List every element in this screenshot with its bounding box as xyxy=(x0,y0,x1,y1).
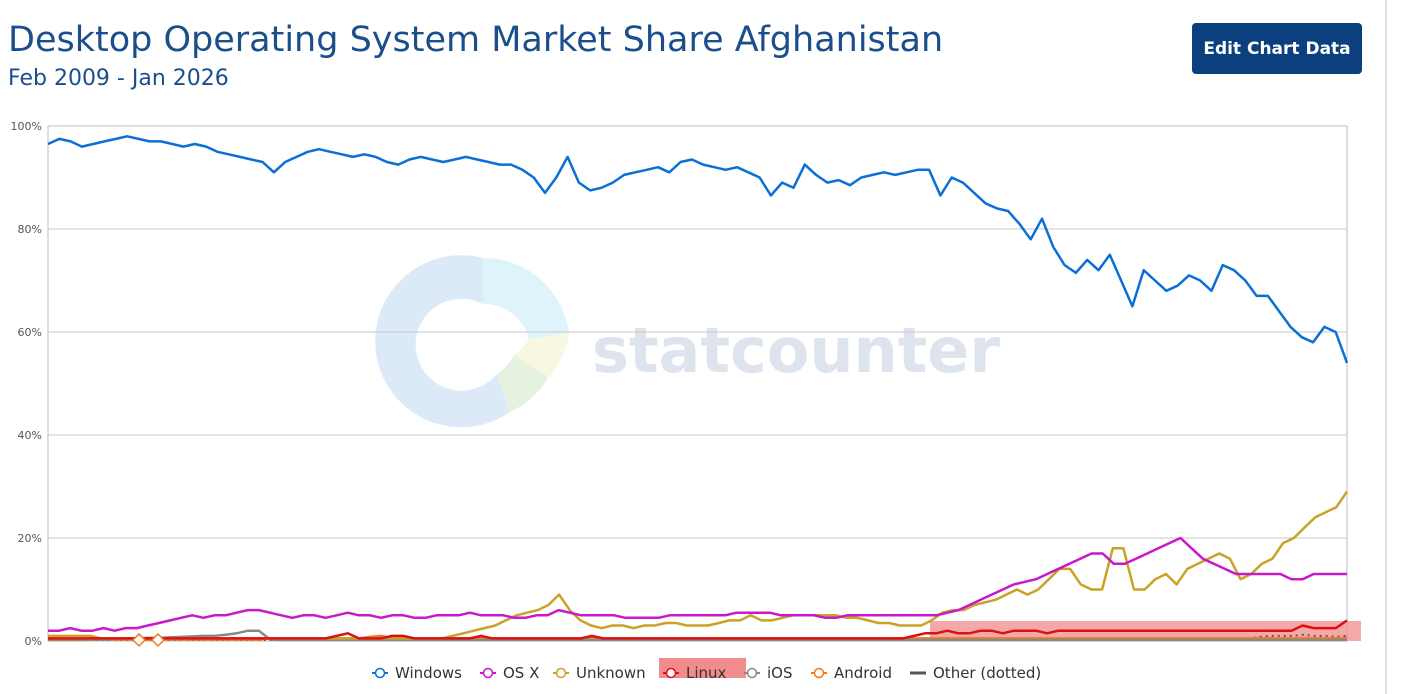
y-tick-label: 60% xyxy=(18,326,42,339)
legend-label-android: Android xyxy=(834,664,892,682)
legend-item-ios[interactable]: iOS xyxy=(744,664,793,682)
legend-item-linux[interactable]: Linux xyxy=(663,664,727,682)
legend-label-osx: OS X xyxy=(503,664,539,682)
legend-swatch-marker xyxy=(813,667,825,679)
android-marker xyxy=(150,632,166,648)
legend-linux-highlight xyxy=(659,658,746,678)
line-chart: statcounter 0% 20% 40% 60% 80% 100% Windows OS… xyxy=(11,120,1361,682)
watermark-logo-segment-blue xyxy=(375,255,510,428)
y-gridlines xyxy=(48,228,1347,539)
series-line-osx xyxy=(48,536,1347,632)
page-divider xyxy=(1385,0,1387,694)
chart-date-range: Feb 2009 - Jan 2026 xyxy=(8,66,229,91)
legend-label-linux: Linux xyxy=(686,664,727,682)
legend: Windows OS X Unknown Linux iOS Android Other (… xyxy=(372,658,1041,682)
legend-swatch-marker xyxy=(746,667,758,679)
y-tick-label: 80% xyxy=(18,223,42,236)
series-line-windows xyxy=(47,135,1349,364)
y-axis-ticks: 0% 20% 40% 60% 80% 100% xyxy=(11,120,42,648)
legend-item-android[interactable]: Android xyxy=(811,664,892,682)
android-marker xyxy=(131,632,147,648)
watermark-logo-segment-cyan xyxy=(483,257,569,339)
legend-item-osx[interactable]: OS X xyxy=(480,664,539,682)
edit-chart-data-button[interactable]: Edit Chart Data xyxy=(1192,23,1362,74)
watermark-logo-segment-green xyxy=(497,355,548,412)
legend-swatch-marker xyxy=(374,667,386,679)
series-lines xyxy=(47,135,1349,642)
legend-label-ios: iOS xyxy=(767,664,793,682)
legend-item-windows[interactable]: Windows xyxy=(372,664,462,682)
legend-item-unknown[interactable]: Unknown xyxy=(553,664,646,682)
legend-label-windows: Windows xyxy=(395,664,462,682)
statcounter-watermark: statcounter xyxy=(375,255,1000,428)
legend-item-other[interactable]: Other (dotted) xyxy=(910,664,1041,682)
legend-swatch-marker xyxy=(482,667,494,679)
chart-title: Desktop Operating System Market Share Af… xyxy=(8,20,944,60)
watermark-text: statcounter xyxy=(592,314,1000,387)
legend-label-unknown: Unknown xyxy=(576,664,646,682)
series-line-linux xyxy=(48,619,1348,640)
legend-label-other: Other (dotted) xyxy=(933,664,1041,682)
watermark-logo-segment-yellow xyxy=(514,333,569,378)
legend-swatch-marker xyxy=(665,667,677,679)
series-line-ios xyxy=(48,629,1347,642)
y-tick-label: 20% xyxy=(18,532,42,545)
legend-swatch-marker xyxy=(555,667,567,679)
series-markers xyxy=(131,632,166,648)
y-tick-label: 100% xyxy=(11,120,42,133)
y-tick-label: 40% xyxy=(18,429,42,442)
y-tick-label: 0% xyxy=(25,635,42,648)
